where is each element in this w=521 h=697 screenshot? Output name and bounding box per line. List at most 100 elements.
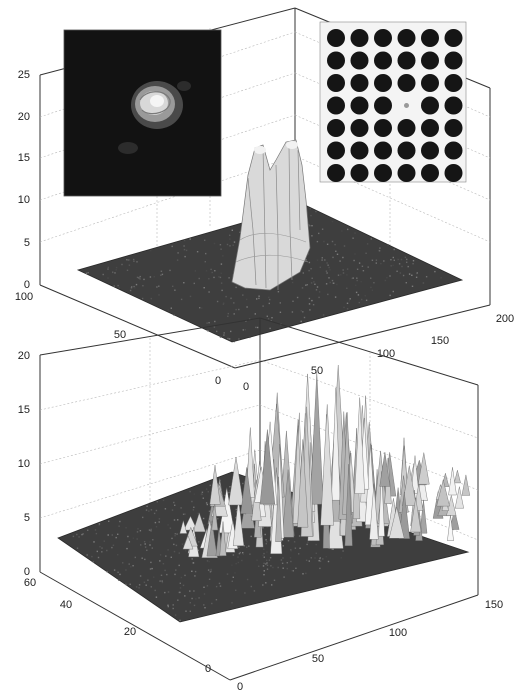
surface-speck	[303, 316, 306, 319]
surface-speck	[152, 539, 154, 541]
inset-dot-array	[319, 21, 467, 183]
surface-speck	[242, 553, 245, 556]
array-dot	[397, 74, 416, 92]
surface-speck	[329, 269, 331, 271]
surface-speck	[219, 585, 222, 587]
surface-speck	[226, 243, 229, 246]
surface-speck	[263, 562, 265, 565]
surface-speck	[146, 549, 148, 551]
surface-speck	[355, 284, 357, 286]
tick-label: 0	[237, 681, 243, 693]
surface-speck	[289, 557, 292, 559]
surface-speck	[150, 249, 152, 252]
surface-speck	[346, 308, 349, 310]
surface-speck	[174, 573, 176, 576]
surface-speck	[98, 524, 100, 527]
surface-speck	[425, 276, 428, 278]
surface-speck	[193, 590, 195, 592]
tick-label: 50	[311, 365, 323, 377]
surface-speck	[228, 491, 230, 494]
surface-speck	[396, 270, 398, 272]
surface-spike	[402, 465, 417, 506]
surface-speck	[177, 519, 179, 521]
surface-speck	[235, 286, 237, 289]
surface-speck	[198, 541, 200, 543]
array-dot	[327, 29, 345, 47]
tick-label: 50	[114, 329, 126, 341]
surface-speck	[266, 564, 269, 566]
surface-speck	[149, 568, 152, 570]
surface-speck	[206, 322, 208, 324]
surface-speck	[147, 579, 149, 581]
surface-speck	[181, 543, 184, 545]
surface-speck	[266, 559, 268, 561]
top-peak-cluster	[231, 139, 311, 291]
surface-speck	[401, 265, 403, 268]
surface-speck	[360, 280, 362, 283]
tick-label: 25	[18, 69, 30, 81]
surface-speck	[179, 587, 182, 589]
surface-speck	[325, 556, 327, 558]
surface-speck	[177, 599, 179, 601]
surface-speck	[266, 541, 268, 543]
surface-speck	[136, 531, 139, 533]
array-dot	[327, 141, 345, 160]
surface-speck	[226, 573, 229, 575]
surface-speck	[296, 296, 299, 299]
surface-speck	[219, 336, 222, 338]
surface-speck	[191, 558, 193, 560]
array-dot	[327, 96, 345, 115]
array-dot	[444, 51, 463, 70]
top-surface-texture	[85, 208, 442, 343]
surface-speck	[155, 509, 158, 512]
surface-speck	[143, 541, 146, 543]
surface-speck	[271, 317, 273, 319]
array-dot	[444, 164, 463, 182]
surface-speck	[210, 568, 212, 571]
array-dot	[444, 74, 463, 92]
array-dot	[374, 74, 392, 92]
surface-spike	[417, 452, 430, 485]
surface-speck	[271, 584, 273, 586]
surface-speck	[173, 543, 175, 546]
surface-speck	[290, 549, 292, 551]
surface-speck	[277, 291, 280, 293]
surface-speck	[76, 547, 79, 549]
surface-speck	[171, 245, 173, 248]
surface-speck	[305, 284, 307, 286]
surface-speck	[415, 276, 418, 278]
surface-speck	[209, 484, 211, 487]
surface-speck	[314, 283, 316, 285]
surface-speck	[392, 290, 394, 293]
array-dot	[374, 51, 392, 70]
tick-label: 20	[124, 626, 136, 638]
surface-speck	[136, 261, 138, 263]
surface-speck	[107, 534, 109, 536]
surface-speck	[349, 298, 351, 300]
surface-speck	[169, 527, 172, 529]
array-dot	[327, 74, 345, 92]
surface-speck	[328, 266, 330, 269]
surface-speck	[326, 272, 328, 274]
top-y-tick-labels: 100 50 0	[15, 291, 221, 387]
surface-speck	[141, 297, 144, 300]
surface-speck	[263, 556, 265, 558]
surface-speck	[136, 276, 139, 279]
surface-speck	[291, 281, 294, 284]
tick-label: 0	[205, 663, 211, 675]
surface-speck	[322, 558, 324, 560]
surface-speck	[230, 504, 233, 507]
surface-speck	[273, 579, 276, 581]
surface-speck	[117, 571, 119, 573]
surface-speck	[356, 277, 358, 279]
surface-speck	[227, 337, 229, 340]
surface-speck	[167, 524, 169, 526]
surface-speck	[263, 574, 265, 576]
surface-speck	[265, 563, 267, 565]
array-dot	[374, 164, 392, 182]
surface-speck	[319, 266, 321, 268]
array-dot	[374, 96, 392, 115]
bottom-y-tick-labels: 60 40 20 0	[24, 577, 211, 675]
surface-speck	[136, 538, 138, 540]
surface-spike	[436, 479, 450, 507]
